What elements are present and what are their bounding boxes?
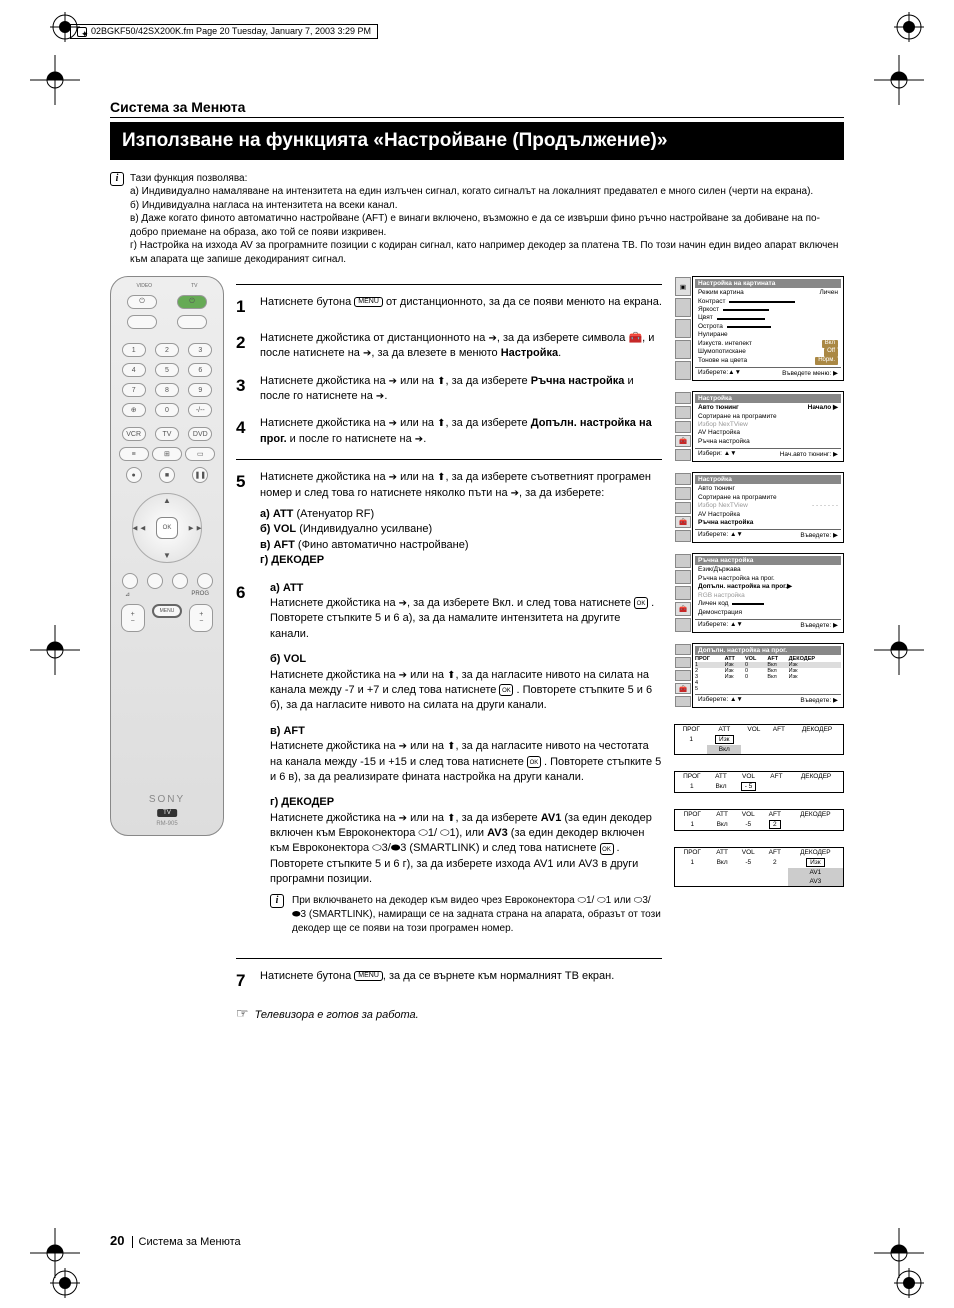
- remote-num: 5: [155, 363, 179, 377]
- remote-menu: MENU: [152, 604, 182, 618]
- scart-icon: ⬭: [577, 895, 586, 906]
- step-5: 5 Натиснете джойстика на ➔ или на ⬆, за …: [236, 470, 662, 568]
- remote-logo: SONY: [111, 794, 223, 805]
- remote-ok: OK: [156, 517, 178, 539]
- remote-illustration: VIDEOTV ⏻⏻ 123 456 789 ⊕0-/-- VCRTVDVD ≡…: [110, 276, 224, 836]
- remote-btn: ⊞: [152, 447, 182, 461]
- osd-manual-tuning: 🧰 Ръчна настройкаЕзик/ДържаваРъчна настр…: [692, 553, 844, 633]
- intro-c: в) Даже когато финото автоматично настро…: [130, 212, 844, 239]
- ok-key-icon: OK: [600, 843, 614, 855]
- osd-setup-2: 🧰 НастройкаАвто тюнингСортиране на прогр…: [692, 472, 844, 543]
- decoder-note: i При включването на декодер към видео ч…: [270, 894, 662, 936]
- remote-num: 7: [122, 383, 146, 397]
- scart-s-icon: ⬬: [292, 909, 301, 920]
- registration-target: [894, 12, 924, 42]
- osd-picture-settings: ▣ Настройка на картинатаРежим картинаЛич…: [692, 276, 844, 381]
- step-7: 7 Натиснете бутона MENU, за да се върнет…: [236, 969, 662, 993]
- remote-btn: ■: [159, 467, 175, 483]
- remote-prog: +−: [189, 604, 213, 632]
- remote-video-io: ⏻: [127, 295, 157, 309]
- remote-joypad: ◄◄ ►► ▲ ▼ OK: [132, 493, 202, 563]
- ready-note: ☞Телевизора е готов за работа.: [236, 1004, 662, 1024]
- remote-num: 9: [188, 383, 212, 397]
- step-6: 6 а) ATT Натиснете джойстика на ➔, за да…: [236, 581, 662, 946]
- crop-mark: [30, 55, 80, 105]
- remote-vcr: VCR: [122, 427, 146, 441]
- info-icon: i: [270, 894, 284, 908]
- page-footer: 20 Система за Менюта: [110, 1233, 241, 1248]
- scart-icon: ⬭: [372, 842, 381, 854]
- scart-icon: ⬭: [597, 895, 606, 906]
- remote-btn: [127, 315, 157, 329]
- remote-num: 0: [155, 403, 179, 417]
- remote-btn: ❚❚: [192, 467, 208, 483]
- remote-num: 8: [155, 383, 179, 397]
- remote-num: 1: [122, 343, 146, 357]
- intro-d: г) Настройка на изхода AV за програмните…: [130, 239, 844, 266]
- osd-tab-icon: 🧰: [675, 683, 691, 694]
- remote-tv-io: ⏻: [177, 295, 207, 309]
- scart-s-icon: ⬬: [391, 842, 400, 854]
- remote-btn: [147, 573, 163, 589]
- remote-btn: ⊕: [122, 403, 146, 417]
- info-icon: i: [110, 172, 124, 186]
- intro-lead: Тази функция позволява:: [130, 172, 844, 186]
- osd-advanced-prog: 🧰 Допълн. настройка на прог.ПРОГATTVOLAF…: [692, 643, 844, 708]
- remote-dvd: DVD: [188, 427, 212, 441]
- page-number: 20: [110, 1233, 124, 1248]
- remote-btn: [172, 573, 188, 589]
- ok-key-icon: OK: [634, 597, 648, 609]
- remote-btn: -/--: [188, 403, 212, 417]
- step-4: 4 Натиснете джойстика на ➔ или на ⬆, за …: [236, 416, 662, 447]
- toolbox-icon: 🧰: [628, 332, 642, 344]
- remote-num: 6: [188, 363, 212, 377]
- intro-b: б) Индивидуална нагласа на интензитета н…: [130, 199, 844, 213]
- section-label: Система за Менюта: [110, 99, 844, 118]
- remote-btn: [197, 573, 213, 589]
- osd-setup-1: 🧰 НастройкаАвто тюнингНачало ▶Сортиране …: [692, 391, 844, 462]
- remote-tv-badge: TV: [157, 809, 177, 817]
- osd-tab-icon: 🧰: [675, 602, 691, 616]
- menu-key-icon: MENU: [354, 971, 383, 981]
- remote-tv: TV: [155, 427, 179, 441]
- ok-key-icon: OK: [499, 684, 513, 696]
- mini-table-aft: ПРОГATTVOLAFTДЕКОДЕР1Вкл-52: [674, 809, 844, 831]
- ok-key-icon: OK: [527, 756, 541, 768]
- footer-section: Система за Менюта: [132, 1236, 241, 1248]
- remote-model: RM-905: [111, 821, 223, 827]
- crop-mark: [874, 55, 924, 105]
- mini-table-vol: ПРОГATTVOLAFTДЕКОДЕР1Вкл- 5: [674, 771, 844, 793]
- step-1: 1 Натиснете бутона MENU от дистанционнот…: [236, 295, 662, 319]
- mini-table-decoder: ПРОГATTVOLAFTДЕКОДЕР1Вкл-52ИзкAV1AV3: [674, 847, 844, 887]
- scart-icon: ⬭: [418, 827, 427, 839]
- remote-btn: [177, 315, 207, 329]
- registration-target: [50, 12, 80, 42]
- mini-table-att: ПРОГATTVOLAFTДЕКОДЕР1ИзкВкл: [674, 724, 844, 755]
- remote-btn: ▭: [185, 447, 215, 461]
- print-header: ✦02BGKF50/42SX200K.fm Page 20 Tuesday, J…: [70, 24, 378, 39]
- step-3: 3 Натиснете джойстика на ➔ или на ⬆, за …: [236, 374, 662, 405]
- crop-mark: [30, 625, 80, 675]
- remote-btn: ≡: [119, 447, 149, 461]
- page-title: Използване на функцията «Настройване (Пр…: [110, 122, 844, 160]
- hand-icon: ☞: [236, 1005, 249, 1021]
- intro-a: a) Индивидуално намаляване на интензитет…: [130, 185, 844, 199]
- crop-mark: [30, 1228, 80, 1278]
- remote-num: 4: [122, 363, 146, 377]
- crop-mark: [874, 1228, 924, 1278]
- step-2: 2 Натиснете джойстика от дистанционното …: [236, 331, 662, 362]
- osd-tab-icon: 🧰: [675, 516, 691, 528]
- remote-btn: [122, 573, 138, 589]
- remote-num: 2: [155, 343, 179, 357]
- intro-block: i Тази функция позволява: a) Индивидуалн…: [110, 172, 844, 267]
- crop-mark: [874, 625, 924, 675]
- osd-tab-icon: 🧰: [675, 435, 691, 447]
- remote-num: 3: [188, 343, 212, 357]
- osd-tab-icon: ▣: [675, 277, 691, 296]
- remote-vol: +−: [121, 604, 145, 632]
- remote-btn: ●: [126, 467, 142, 483]
- menu-key-icon: MENU: [354, 297, 383, 307]
